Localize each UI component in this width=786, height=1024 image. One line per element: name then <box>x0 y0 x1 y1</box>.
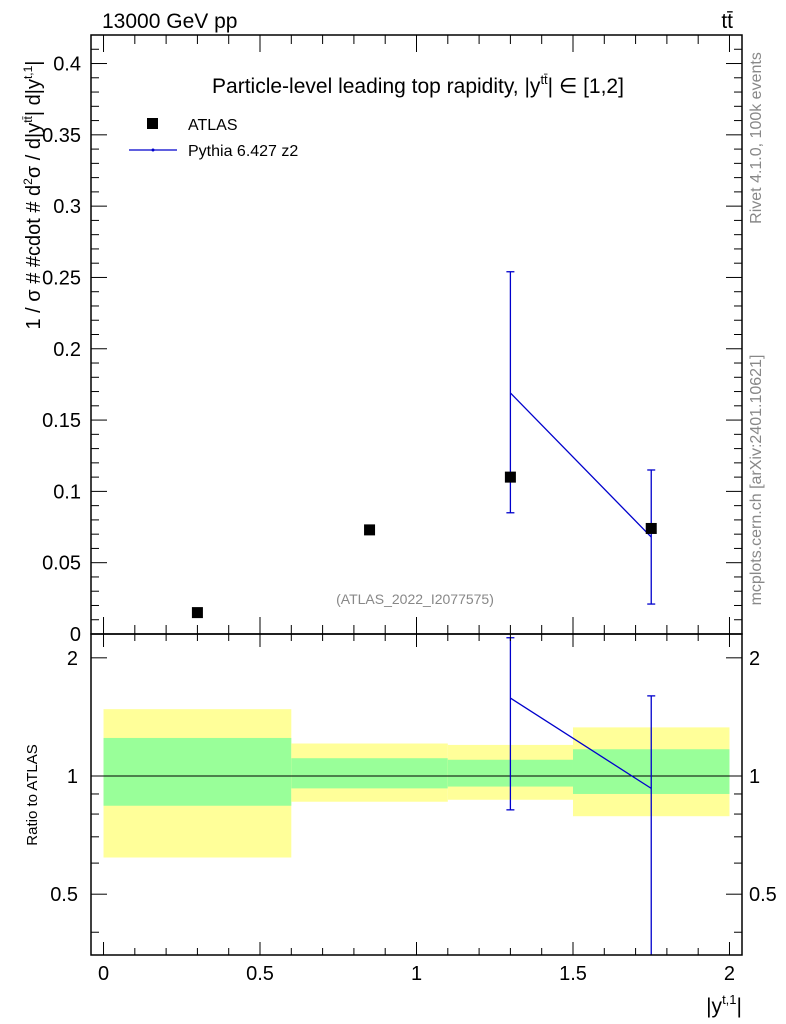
ratio-bands <box>103 709 730 858</box>
ratio-band-green <box>103 737 292 806</box>
atlas-point <box>645 522 657 534</box>
legend-atlas-label: ATLAS <box>188 117 238 134</box>
legend-mc-marker <box>151 148 155 152</box>
ratio-ytick-label: 1 <box>67 766 78 788</box>
ratio-ylabel: Ratio to ATLAS <box>24 744 41 845</box>
main-ylabel: 1 / σ # #cdot # d2σ / d|ytt̄| d|yt,1| <box>21 61 45 330</box>
ratio-series <box>506 637 656 955</box>
source-label: mcplots.cern.ch [arXiv:2401.10621] <box>748 355 765 606</box>
ratio-ytick-label: 0.5 <box>50 884 78 906</box>
main-ticks: 0 0.05 0.1 0.15 0.2 0.25 0.3 0.35 0.4 <box>42 34 742 646</box>
ratio-ytick-label: 2 <box>67 648 78 670</box>
main-ytick-label: 0 <box>70 624 81 646</box>
xtick-label: 1 <box>411 963 422 985</box>
main-series <box>191 271 657 619</box>
ratio-ytick-label-right: 1 <box>749 766 760 788</box>
xtick-label: 1.5 <box>559 963 587 985</box>
mc-line <box>509 392 652 538</box>
main-ytick-label: 0.4 <box>53 54 81 76</box>
main-ytick-label: 0.35 <box>42 125 81 147</box>
atlas-point <box>504 471 516 483</box>
atlas-point <box>191 607 203 619</box>
ratio-ticks: 0 0.5 1 1.5 2 0.5 0.5 1 1 2 2 <box>50 634 777 985</box>
xtick-label: 2 <box>724 963 735 985</box>
ratio-ytick-label-right: 2 <box>749 648 760 670</box>
ratio-band-green <box>291 758 448 789</box>
xtick-label: 0.5 <box>246 963 274 985</box>
main-ytick-label: 0.25 <box>42 267 81 289</box>
process-label: tt̄ <box>721 10 733 33</box>
ratio-mc-line <box>510 697 652 789</box>
main-ytick-label: 0.15 <box>42 410 81 432</box>
xtick-label: 0 <box>98 963 109 985</box>
energy-label: 13000 GeV pp <box>102 10 237 33</box>
xlabel: |yt,1| <box>706 992 742 1018</box>
legend-atlas-marker <box>147 118 158 129</box>
main-ytick-label: 0.1 <box>53 481 81 503</box>
legend-mc-label: Pythia 6.427 z2 <box>188 143 298 160</box>
rivet-label: Rivet 4.1.0, 100k events <box>748 52 765 224</box>
plot-title: Particle-level leading top rapidity, |yt… <box>212 72 624 98</box>
main-ytick-label: 0.05 <box>42 553 81 575</box>
ratio-ytick-label-right: 0.5 <box>749 884 777 906</box>
analysis-label: (ATLAS_2022_I2077575) <box>336 591 494 607</box>
main-ytick-label: 0.3 <box>53 196 81 218</box>
atlas-point <box>364 524 376 536</box>
main-ytick-label: 0.2 <box>53 339 81 361</box>
